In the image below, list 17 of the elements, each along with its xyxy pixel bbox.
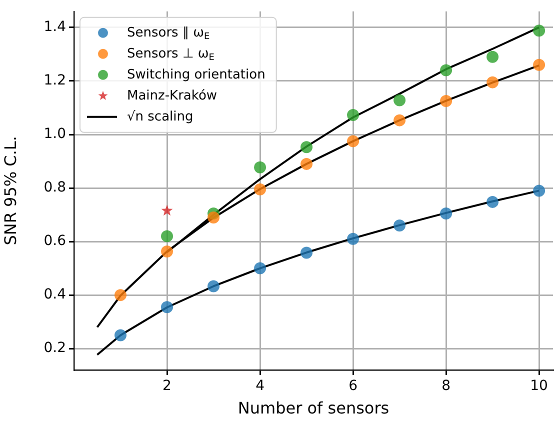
- x-tick-label: 4: [256, 378, 265, 394]
- legend-label: √n scaling: [127, 109, 194, 124]
- x-tick-label: 6: [348, 378, 358, 394]
- x-tick-label: 8: [442, 378, 450, 394]
- legend-label: Mainz-Kraków: [127, 88, 218, 104]
- y-tick-label: 1.2: [44, 72, 66, 89]
- y-tick-label: 0.8: [44, 180, 66, 196]
- legend-label: Switching orientation: [127, 67, 266, 82]
- y-axis-title: SNR 95% C.L.: [0, 136, 20, 246]
- x-tick-label: 2: [162, 378, 172, 394]
- x-axis-title: Number of sensors: [238, 398, 390, 418]
- x-tick-label: 10: [530, 378, 548, 394]
- y-tick-label: 1.4: [44, 19, 66, 36]
- y-tick-label: 1.0: [44, 126, 66, 142]
- y-tick-label: 0.4: [44, 286, 66, 303]
- y-tick-label: 0.2: [44, 340, 66, 356]
- y-tick-label: 0.6: [44, 233, 66, 250]
